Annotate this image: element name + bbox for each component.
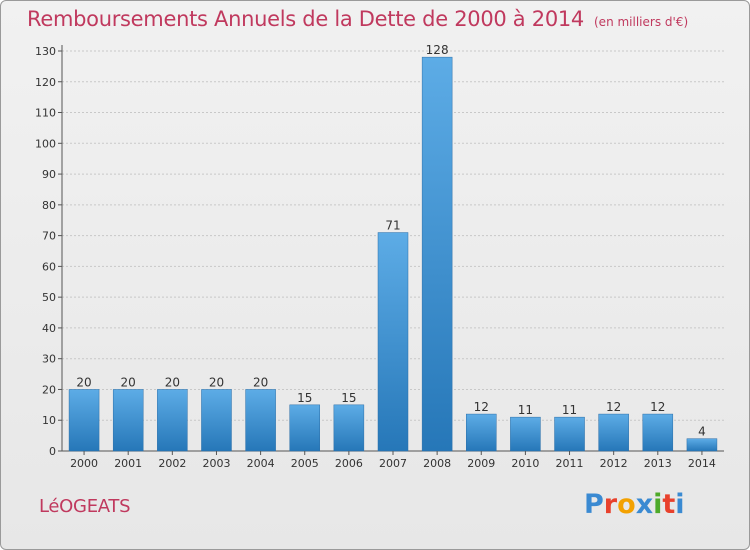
data-label: 20 <box>76 375 91 389</box>
data-label: 128 <box>426 43 449 57</box>
y-tick-label: 90 <box>42 168 56 181</box>
data-label: 15 <box>341 391 356 405</box>
bar <box>112 389 144 452</box>
bar <box>686 438 718 452</box>
bar <box>421 56 453 452</box>
x-tick-label: 2007 <box>379 457 407 470</box>
x-tick-label: 2014 <box>688 457 716 470</box>
bar <box>157 389 188 452</box>
bar <box>510 416 541 452</box>
data-label: 20 <box>209 375 224 389</box>
x-tick-label: 2013 <box>644 457 672 470</box>
data-label: 4 <box>698 425 706 439</box>
x-tick-label: 2012 <box>600 457 628 470</box>
x-tick-label: 2000 <box>70 457 98 470</box>
x-tick-label: 2001 <box>114 457 142 470</box>
x-tick-label: 2002 <box>158 457 186 470</box>
y-tick-label: 110 <box>35 107 56 120</box>
data-label: 20 <box>253 375 268 389</box>
bar <box>68 389 100 452</box>
data-label: 20 <box>165 375 180 389</box>
logo-letter: i <box>675 489 685 520</box>
y-tick-label: 0 <box>49 445 56 458</box>
logo-letter: t <box>662 489 676 520</box>
data-label: 11 <box>518 403 533 417</box>
logo-letter: x <box>635 489 654 520</box>
bar <box>245 389 276 452</box>
proxiti-logo: Proxiti <box>584 489 685 520</box>
y-tick-label: 100 <box>35 137 56 150</box>
y-tick-label: 40 <box>42 322 56 335</box>
chart-unit: (en milliers d'€) <box>594 15 689 29</box>
data-label: 11 <box>562 403 577 417</box>
y-tick-label: 60 <box>42 260 56 273</box>
bar <box>598 413 629 452</box>
logo-letter: r <box>603 489 618 520</box>
y-tick-label: 130 <box>35 45 56 58</box>
y-tick-label: 120 <box>35 76 56 89</box>
bar <box>377 232 409 452</box>
chart-title-text: Remboursements Annuels de la Dette de 20… <box>27 7 584 31</box>
bar <box>466 413 497 452</box>
bar <box>289 404 320 452</box>
x-tick-label: 2009 <box>467 457 495 470</box>
commune-name: LéOGEATS <box>39 496 131 517</box>
data-label: 12 <box>606 400 621 414</box>
y-tick-label: 10 <box>42 414 56 427</box>
chart-title: Remboursements Annuels de la Dette de 20… <box>27 7 688 31</box>
y-tick-label: 70 <box>42 230 56 243</box>
x-tick-label: 2010 <box>511 457 539 470</box>
bar <box>333 404 365 452</box>
x-tick-label: 2006 <box>335 457 363 470</box>
data-label: 20 <box>121 375 136 389</box>
bar <box>642 413 674 452</box>
x-tick-label: 2008 <box>423 457 451 470</box>
x-tick-label: 2004 <box>247 457 275 470</box>
y-tick-label: 30 <box>42 353 56 366</box>
x-tick-label: 2011 <box>556 457 584 470</box>
bar <box>201 389 232 452</box>
y-tick-label: 20 <box>42 383 56 396</box>
x-tick-label: 2005 <box>291 457 319 470</box>
data-label: 71 <box>385 219 400 233</box>
logo-letter: P <box>584 489 604 520</box>
logo-letter: o <box>617 489 636 520</box>
x-tick-label: 2003 <box>202 457 230 470</box>
bar <box>554 416 585 452</box>
data-label: 12 <box>650 400 665 414</box>
logo-letter: i <box>653 489 663 520</box>
data-label: 15 <box>297 391 312 405</box>
y-tick-label: 80 <box>42 199 56 212</box>
data-label: 12 <box>474 400 489 414</box>
y-tick-label: 50 <box>42 291 56 304</box>
